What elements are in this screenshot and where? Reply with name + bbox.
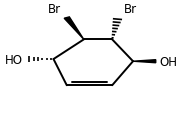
Text: OH: OH (160, 55, 177, 68)
Text: Br: Br (48, 3, 61, 16)
Polygon shape (64, 18, 84, 40)
Text: Br: Br (124, 3, 137, 16)
Polygon shape (133, 60, 156, 63)
Text: HO: HO (5, 53, 23, 66)
